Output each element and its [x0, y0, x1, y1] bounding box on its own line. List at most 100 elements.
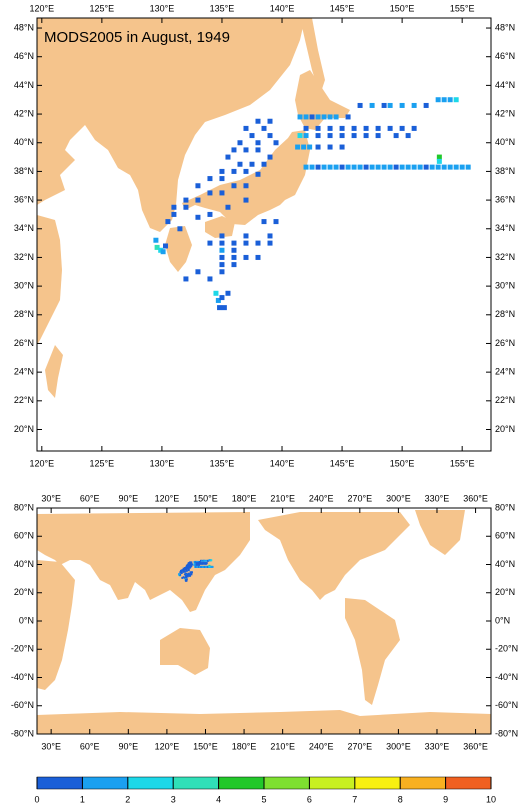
observations — [153, 97, 471, 311]
colorbar-bin — [309, 776, 356, 790]
y-tick-label: 40°N — [14, 559, 34, 569]
observation-cell — [339, 144, 345, 150]
observation-cell — [189, 574, 192, 577]
x-tick-label: 360°E — [463, 493, 488, 503]
observation-cell — [255, 140, 261, 146]
observation-cell — [243, 233, 249, 239]
observation-cell — [217, 305, 223, 311]
land — [37, 560, 75, 690]
observation-cell — [327, 164, 333, 170]
observation-cell — [219, 168, 225, 174]
y-tick-label: 44°N — [495, 80, 515, 90]
y-tick-label: -60°N — [495, 700, 518, 710]
observation-cell — [201, 562, 204, 565]
observation-cell — [243, 254, 249, 260]
observation-cell — [196, 562, 199, 565]
observation-cell — [171, 211, 177, 217]
observation-cell — [315, 125, 321, 131]
colorbar-label: 4 — [216, 794, 221, 804]
observation-cell — [417, 164, 423, 170]
observation-cell — [198, 562, 201, 565]
observation-cell — [297, 114, 303, 120]
y-tick-label: 20°N — [495, 587, 515, 597]
observation-cell — [189, 564, 192, 567]
land — [205, 216, 235, 238]
top-map-frame — [36, 17, 492, 452]
colorbar-bin — [36, 776, 83, 790]
observation-cell — [199, 562, 202, 565]
observation-cell — [153, 237, 159, 243]
y-tick-label: 22°N — [495, 395, 515, 405]
colorbar-label: 0 — [34, 794, 39, 804]
observation-cell — [187, 564, 190, 567]
observation-cell — [219, 262, 225, 268]
y-tick-label: -60°N — [11, 700, 34, 710]
y-tick-label: 60°N — [14, 531, 34, 541]
observation-cell — [186, 566, 189, 569]
y-tick-label: 28°N — [14, 309, 34, 319]
observation-cell — [411, 102, 417, 108]
colorbar-bin — [445, 776, 492, 790]
observation-cell — [339, 164, 345, 170]
observation-cell — [393, 164, 399, 170]
observation-cell — [198, 563, 201, 566]
observation-cell — [453, 97, 459, 103]
observation-cell — [315, 164, 321, 170]
observation-cell — [225, 204, 231, 210]
observation-cell — [381, 164, 387, 170]
x-tick-label: 270°E — [348, 493, 373, 503]
x-tick-label: 90°E — [119, 741, 139, 751]
y-tick-label: 26°N — [14, 338, 34, 348]
observation-cell — [219, 247, 225, 253]
observation-cell — [195, 214, 201, 220]
observation-cell — [453, 164, 459, 170]
observation-cell — [219, 233, 225, 239]
y-tick-label: 34°N — [14, 223, 34, 233]
observation-cell — [185, 578, 188, 581]
observation-cell — [327, 133, 333, 139]
observation-cell — [183, 204, 189, 210]
observation-cell — [185, 568, 188, 571]
y-tick-label: -80°N — [495, 728, 518, 738]
observation-cell — [211, 565, 214, 568]
observation-cell — [205, 562, 208, 565]
y-tick-label: 20°N — [14, 587, 34, 597]
observation-cell — [243, 168, 249, 174]
y-tick-label: 38°N — [495, 166, 515, 176]
y-tick-label: -20°N — [11, 644, 34, 654]
observation-cell — [243, 240, 249, 246]
observation-cell — [243, 183, 249, 189]
observation-cell — [345, 164, 351, 170]
observation-cell — [327, 144, 333, 150]
x-tick-label: 150°E — [193, 741, 218, 751]
colorbar-bin — [218, 776, 265, 790]
observation-cell — [207, 240, 213, 246]
y-tick-label: 26°N — [495, 338, 515, 348]
y-tick-label: 24°N — [495, 367, 515, 377]
observation-cell — [351, 164, 357, 170]
x-tick-label: 125°E — [90, 458, 115, 468]
observation-cell — [182, 569, 185, 572]
colorbar-bin — [172, 776, 219, 790]
observation-cell — [436, 154, 442, 160]
x-tick-label: 120°E — [155, 741, 180, 751]
observation-cell — [411, 125, 417, 131]
observation-cell — [321, 114, 327, 120]
observation-cell — [363, 164, 369, 170]
x-tick-label: 300°E — [386, 741, 411, 751]
map-title: MODS2005 in August, 1949 — [44, 29, 230, 46]
observation-cell — [423, 164, 429, 170]
observation-cell — [215, 297, 221, 303]
observation-cell — [182, 567, 185, 570]
observation-cell — [387, 125, 393, 131]
observation-cell — [183, 568, 186, 571]
observation-cell — [249, 161, 255, 167]
x-tick-label: 60°E — [80, 741, 100, 751]
y-tick-label: 28°N — [495, 309, 515, 319]
observation-cell — [303, 133, 309, 139]
bottom-land — [37, 510, 491, 734]
observation-cell — [183, 197, 189, 203]
observation-cell — [213, 290, 219, 296]
observation-cell — [297, 133, 303, 139]
observation-cell — [190, 573, 193, 576]
